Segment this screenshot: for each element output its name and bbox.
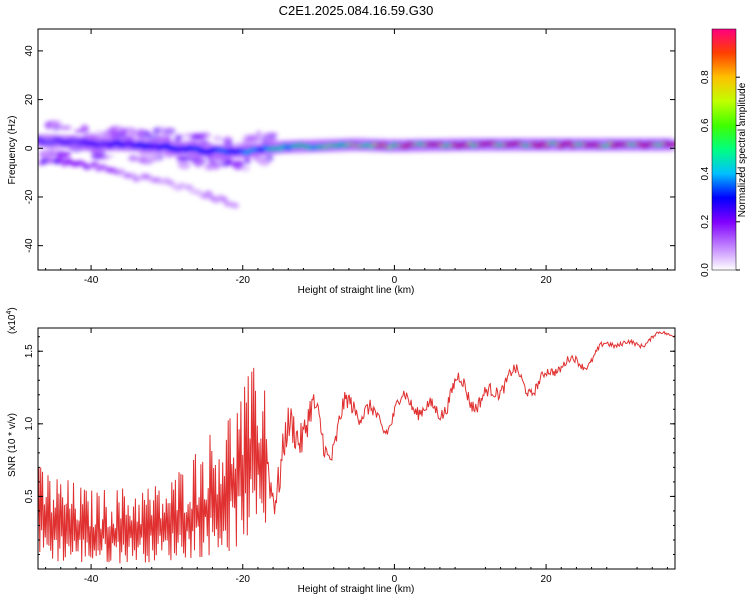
snr-xlabel: Height of straight line (km)	[298, 584, 415, 595]
colorbar-tick-label: 0.8	[700, 70, 711, 84]
spectrogram-ytick-label: 0	[24, 145, 35, 151]
colorbar-label: Normalized spectral amplitude	[737, 82, 748, 217]
snr-xtick-label: 0	[392, 574, 398, 585]
snr-ylabel: SNR (10 * v/v)	[7, 413, 18, 477]
spectrogram-cell	[58, 125, 72, 130]
spectrogram-cell	[119, 129, 128, 137]
spectrogram-energy	[38, 119, 675, 209]
spectrogram-marks	[38, 119, 675, 209]
spectrogram-ytick-label: -20	[24, 189, 35, 204]
spectrogram-cell	[54, 152, 67, 159]
spectrogram-xlabel: Height of straight line (km)	[298, 285, 415, 296]
spectrogram-cell	[38, 150, 55, 159]
spectrogram-xtick-label: -20	[236, 275, 251, 286]
spectrogram-cell	[219, 160, 232, 168]
chart-title: C2E1.2025.084.16.59.G30	[279, 3, 434, 18]
spectrogram-ytick-label: 40	[24, 45, 35, 57]
spectrogram-cell	[74, 129, 82, 134]
snr-marks	[38, 330, 675, 564]
spectrogram-ylabel: Frequency (Hz)	[7, 116, 18, 185]
spectrogram-frame	[37, 28, 676, 271]
colorbar-tick-label: 0.4	[700, 166, 711, 180]
spectrogram-cell	[241, 164, 251, 173]
spectrogram-cell	[254, 155, 267, 163]
snr-ytick-label: 1.0	[24, 416, 35, 430]
spectrogram-cell	[231, 202, 240, 209]
spectrogram-ytick-label: -40	[24, 238, 35, 253]
snr-xtick-label: -40	[84, 574, 99, 585]
spectrogram-xtick-label: 20	[541, 275, 553, 286]
spectrogram-cell	[80, 124, 90, 135]
spectrogram-cell	[138, 129, 146, 139]
spectrogram-cell	[152, 127, 161, 135]
snr-xtick-label: -20	[236, 574, 251, 585]
colorbar-tick-label: 0.0	[700, 263, 711, 277]
snr-ytick-label: 0.5	[24, 489, 35, 503]
spectrogram-cell	[49, 123, 57, 130]
spectrogram-cell	[109, 125, 118, 136]
spectrogram-cell	[174, 134, 183, 143]
spectrogram-cell	[260, 133, 271, 139]
spectrogram-cell	[219, 196, 228, 203]
spectrogram-cell	[146, 154, 160, 159]
spectrogram-cell	[204, 190, 213, 197]
spectrogram-cell	[243, 158, 252, 165]
spectrogram-xtick-label: -40	[84, 275, 99, 286]
colorbar-ticks: 0.0 0.2 0.4 0.6 0.8	[700, 70, 740, 277]
spectrogram-cell	[194, 158, 203, 169]
colorbar-gradient	[711, 28, 737, 271]
spectrogram-cell	[212, 135, 223, 142]
spectrogram-cell	[672, 142, 675, 146]
spectrogram-ytick-label: 20	[24, 94, 35, 106]
colorbar-tick-label: 0.2	[700, 214, 711, 228]
spectrogram-panel: -40 -20 0 20 -40 -20 0 20 40 Height of straight …	[7, 28, 676, 296]
spectrogram-cell	[191, 133, 207, 139]
spectrogram-cell	[183, 133, 192, 138]
colorbar: 0.0 0.2 0.4 0.6 0.8 Normalized spectral ampl…	[700, 28, 748, 277]
snr-scale-note: (x104)	[6, 307, 18, 334]
spectrogram-ticks: -40 -20 0 20 -40 -20 0 20 40	[24, 29, 675, 286]
colorbar-tick-label: 0.6	[700, 118, 711, 132]
snr-frame	[37, 327, 676, 570]
spectrogram-cell	[203, 163, 212, 171]
spectrogram-cell	[90, 161, 99, 168]
spectrogram-cell	[135, 156, 148, 163]
snr-ytick-label: 1.5	[24, 344, 35, 358]
snr-xtick-label: 20	[541, 574, 553, 585]
spectrogram-cell	[268, 136, 278, 142]
spectrogram-cell	[255, 130, 262, 137]
snr-series-line	[38, 330, 675, 564]
spectrogram-cell	[162, 127, 176, 135]
spectrogram-cell	[128, 154, 138, 162]
spectrogram-cell	[176, 161, 187, 168]
spectrogram-cell	[222, 136, 233, 145]
snr-panel: -40 -20 0 20 0.5 1.0 1.5 Height of straight li…	[6, 307, 676, 595]
spectrogram-xtick-label: 0	[392, 275, 398, 286]
spectrogram-cell	[177, 155, 193, 162]
snr-ticks: -40 -20 0 20 0.5 1.0 1.5	[24, 328, 675, 585]
spectrogram-cell	[154, 132, 168, 138]
spectrogram-cell	[208, 159, 218, 165]
spectrogram-cell	[90, 154, 105, 160]
